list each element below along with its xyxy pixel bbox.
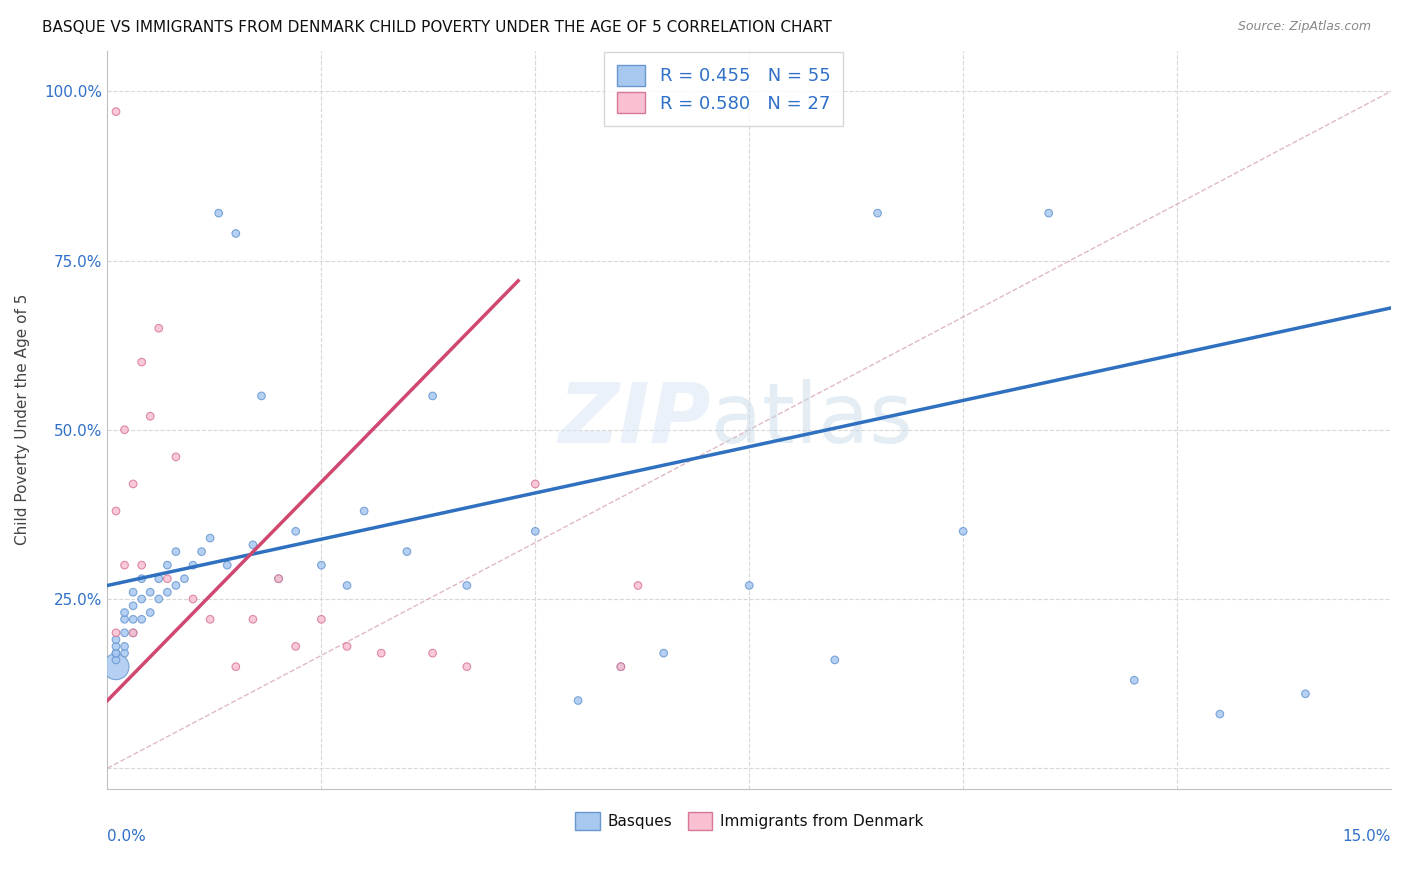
Point — [652, 646, 675, 660]
Point — [139, 606, 162, 620]
Point — [284, 524, 307, 539]
Point — [156, 558, 179, 573]
Point — [198, 612, 221, 626]
Point — [242, 538, 264, 552]
Point — [181, 592, 204, 607]
Text: atlas: atlas — [710, 379, 912, 460]
Point — [131, 592, 153, 607]
Legend: Basques, Immigrants from Denmark: Basques, Immigrants from Denmark — [569, 806, 929, 836]
Point — [105, 104, 128, 119]
Point — [114, 423, 136, 437]
Point — [148, 321, 170, 335]
Point — [311, 558, 333, 573]
Point — [267, 572, 290, 586]
Point — [250, 389, 273, 403]
Point — [114, 558, 136, 573]
Point — [336, 578, 359, 592]
Point — [114, 625, 136, 640]
Point — [105, 625, 128, 640]
Point — [242, 612, 264, 626]
Text: BASQUE VS IMMIGRANTS FROM DENMARK CHILD POVERTY UNDER THE AGE OF 5 CORRELATION C: BASQUE VS IMMIGRANTS FROM DENMARK CHILD … — [42, 20, 832, 35]
Point — [284, 640, 307, 654]
Point — [173, 572, 195, 586]
Point — [353, 504, 375, 518]
Point — [148, 572, 170, 586]
Point — [267, 572, 290, 586]
Point — [610, 659, 633, 673]
Point — [114, 640, 136, 654]
Point — [1123, 673, 1146, 688]
Point — [114, 646, 136, 660]
Point — [122, 612, 145, 626]
Y-axis label: Child Poverty Under the Age of 5: Child Poverty Under the Age of 5 — [15, 294, 30, 545]
Point — [208, 206, 231, 220]
Point — [524, 477, 547, 491]
Text: 0.0%: 0.0% — [107, 830, 146, 844]
Point — [181, 558, 204, 573]
Point — [952, 524, 974, 539]
Point — [114, 606, 136, 620]
Point — [1209, 707, 1232, 722]
Point — [311, 612, 333, 626]
Point — [422, 389, 444, 403]
Point — [456, 659, 478, 673]
Point — [165, 544, 187, 558]
Point — [866, 206, 889, 220]
Point — [131, 612, 153, 626]
Point — [122, 599, 145, 613]
Point — [456, 578, 478, 592]
Point — [610, 659, 633, 673]
Point — [122, 625, 145, 640]
Point — [395, 544, 418, 558]
Point — [738, 578, 761, 592]
Point — [105, 646, 128, 660]
Point — [131, 558, 153, 573]
Point — [105, 640, 128, 654]
Point — [225, 227, 247, 241]
Text: 15.0%: 15.0% — [1343, 830, 1391, 844]
Point — [122, 585, 145, 599]
Point — [217, 558, 239, 573]
Point — [148, 592, 170, 607]
Point — [627, 578, 650, 592]
Point — [131, 355, 153, 369]
Point — [156, 585, 179, 599]
Point — [165, 450, 187, 464]
Point — [139, 409, 162, 424]
Text: ZIP: ZIP — [558, 379, 710, 460]
Point — [105, 653, 128, 667]
Point — [336, 640, 359, 654]
Point — [524, 524, 547, 539]
Point — [105, 504, 128, 518]
Point — [824, 653, 846, 667]
Point — [122, 477, 145, 491]
Point — [165, 578, 187, 592]
Point — [370, 646, 392, 660]
Point — [114, 612, 136, 626]
Point — [1294, 687, 1316, 701]
Point — [131, 572, 153, 586]
Point — [105, 646, 128, 660]
Point — [122, 625, 145, 640]
Point — [105, 632, 128, 647]
Point — [105, 659, 128, 673]
Point — [567, 693, 589, 707]
Point — [422, 646, 444, 660]
Point — [225, 659, 247, 673]
Point — [1038, 206, 1060, 220]
Text: Source: ZipAtlas.com: Source: ZipAtlas.com — [1237, 20, 1371, 33]
Point — [156, 572, 179, 586]
Point — [190, 544, 212, 558]
Point — [198, 531, 221, 545]
Point — [139, 585, 162, 599]
